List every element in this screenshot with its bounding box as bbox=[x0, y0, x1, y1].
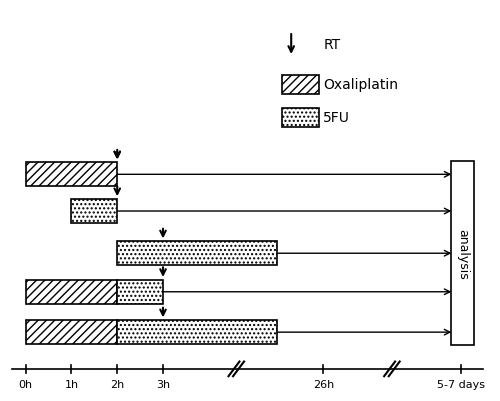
Bar bbox=[117, 242, 278, 265]
Bar bbox=[26, 163, 117, 187]
Text: 2h: 2h bbox=[110, 379, 124, 389]
Bar bbox=[72, 200, 117, 223]
Bar bbox=[26, 320, 117, 344]
Bar bbox=[117, 320, 278, 344]
Bar bbox=[117, 280, 163, 304]
Text: analysis: analysis bbox=[456, 228, 469, 279]
Bar bbox=[282, 76, 319, 94]
Text: 3h: 3h bbox=[156, 379, 170, 389]
Text: 26h: 26h bbox=[312, 379, 334, 389]
Text: RT: RT bbox=[324, 38, 340, 52]
Bar bbox=[26, 280, 117, 304]
Text: 5FU: 5FU bbox=[324, 111, 350, 125]
Text: 5-7 days: 5-7 days bbox=[436, 379, 484, 389]
Text: 0h: 0h bbox=[18, 379, 32, 389]
Text: Oxaliplatin: Oxaliplatin bbox=[324, 78, 398, 92]
Bar bbox=[282, 109, 319, 127]
Text: 1h: 1h bbox=[64, 379, 78, 389]
Bar bbox=[452, 162, 474, 345]
